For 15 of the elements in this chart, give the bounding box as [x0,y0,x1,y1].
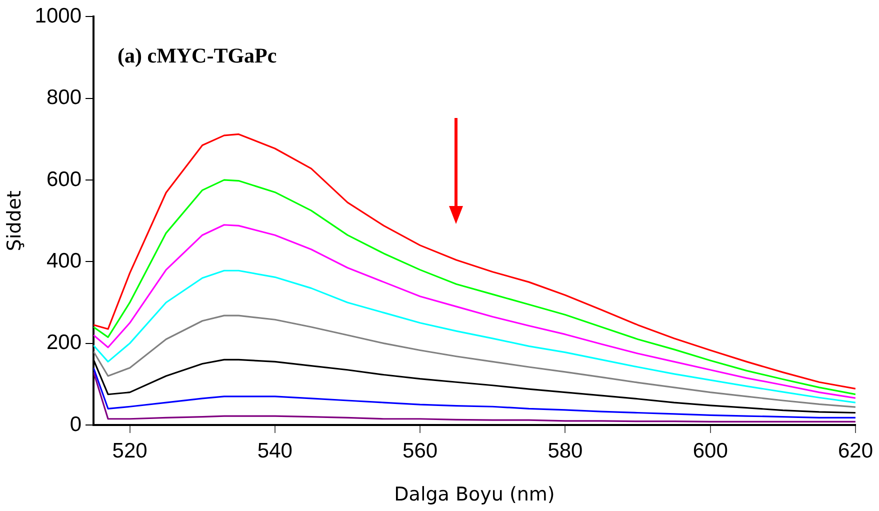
x-axis-title: Dalga Boyu (nm) [394,484,555,506]
y-tick-label: 800 [46,86,82,110]
x-tick-label: 580 [548,439,583,462]
y-tick-label: 200 [46,331,82,354]
annotation: (a) cMYC-TGaPc [118,44,277,68]
x-tick-label: 620 [838,439,874,462]
x-tick-label: 600 [692,439,728,462]
y-axis-title: Şiddet [3,190,26,252]
y-tick-label: 600 [46,168,82,191]
y-tick-label: 400 [46,249,82,272]
x-tick-label: 560 [402,439,438,462]
x-tick-label: 520 [112,439,148,462]
y-tick-label: 1000 [34,4,82,28]
y-tick-label: 0 [70,412,82,436]
x-tick-label: 540 [257,439,292,462]
